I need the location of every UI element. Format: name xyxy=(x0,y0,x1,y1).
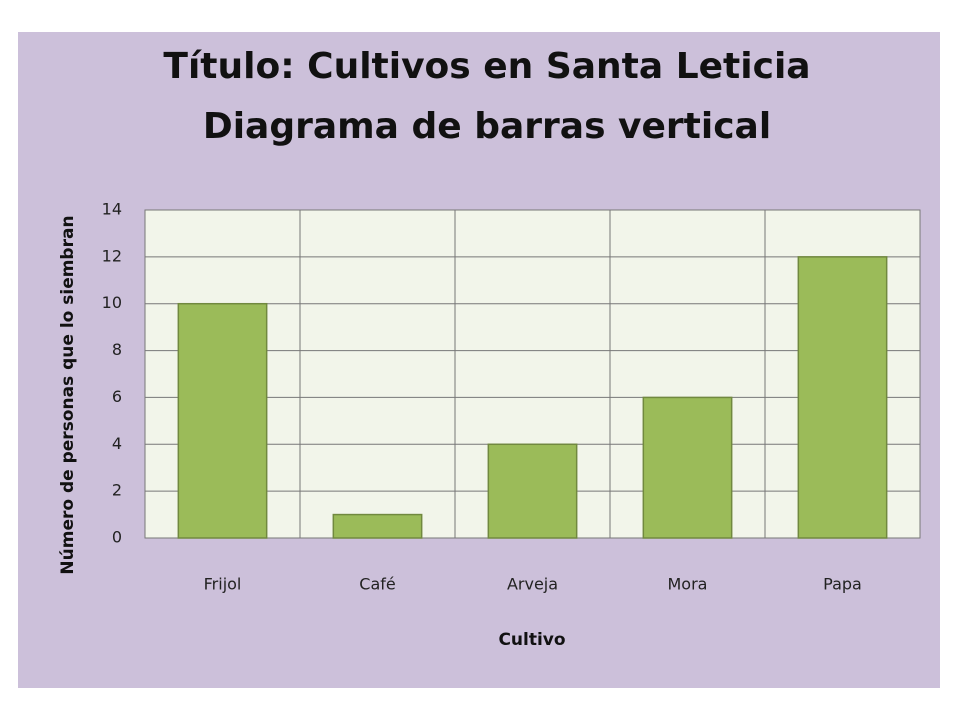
x-tick-label: Mora xyxy=(668,575,708,594)
y-axis-title: Número de personas que lo siembran xyxy=(58,215,78,574)
bar xyxy=(177,302,268,539)
x-tick-label: Café xyxy=(359,575,395,594)
y-tick-label: 12 xyxy=(102,246,122,265)
chart-title: Título: Cultivos en Santa Leticia xyxy=(163,46,810,87)
bar xyxy=(332,513,423,539)
x-tick-label: Arveja xyxy=(507,575,558,594)
y-tick-label: 4 xyxy=(112,434,122,453)
y-tick-label: 14 xyxy=(102,200,122,219)
x-tick-label: Frijol xyxy=(204,575,242,594)
bar xyxy=(797,256,888,539)
y-tick-label: 0 xyxy=(112,528,122,547)
chart-subtitle: Diagrama de barras vertical xyxy=(203,106,771,147)
bar xyxy=(487,443,578,539)
y-tick-label: 10 xyxy=(102,293,122,312)
y-tick-label: 2 xyxy=(112,481,122,500)
x-axis-title: Cultivo xyxy=(498,630,565,650)
y-tick-label: 8 xyxy=(112,340,122,359)
x-tick-label: Papa xyxy=(823,575,862,594)
bar xyxy=(642,396,733,539)
y-tick-label: 6 xyxy=(112,387,122,406)
